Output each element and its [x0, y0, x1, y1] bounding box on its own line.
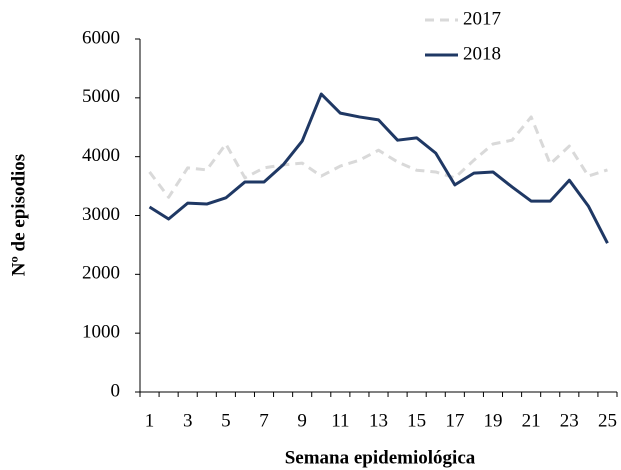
x-tick-label: 5 [221, 410, 231, 431]
x-tick-label: 1 [145, 410, 155, 431]
x-tick-label: 21 [522, 410, 541, 431]
x-tick-label: 25 [598, 410, 617, 431]
series-line [148, 115, 608, 199]
x-tick-label: 3 [183, 410, 193, 431]
x-tick-label: 19 [483, 410, 502, 431]
x-tick-label: 13 [369, 410, 388, 431]
y-tick-label: 0 [111, 380, 121, 401]
y-tick-label: 4000 [82, 145, 120, 166]
series-line [148, 92, 609, 244]
legend-label: 2017 [463, 8, 501, 29]
x-tick-label: 9 [297, 410, 307, 431]
x-tick-label: 11 [331, 410, 349, 431]
x-tick-label: 17 [445, 410, 464, 431]
legend-label: 2018 [463, 43, 501, 64]
y-axis-title: Nº de episodios [8, 154, 29, 276]
y-tick-label: 1000 [82, 322, 120, 343]
y-tick-label: 6000 [82, 27, 120, 48]
y-tick-label: 2000 [82, 263, 120, 284]
y-tick-label: 3000 [82, 204, 120, 225]
x-axis-title: Semana epidemiológica [285, 447, 476, 468]
x-tick-label: 7 [259, 410, 269, 431]
x-tick-label: 15 [407, 410, 426, 431]
y-tick-label: 5000 [82, 86, 120, 107]
x-tick-label: 23 [560, 410, 579, 431]
